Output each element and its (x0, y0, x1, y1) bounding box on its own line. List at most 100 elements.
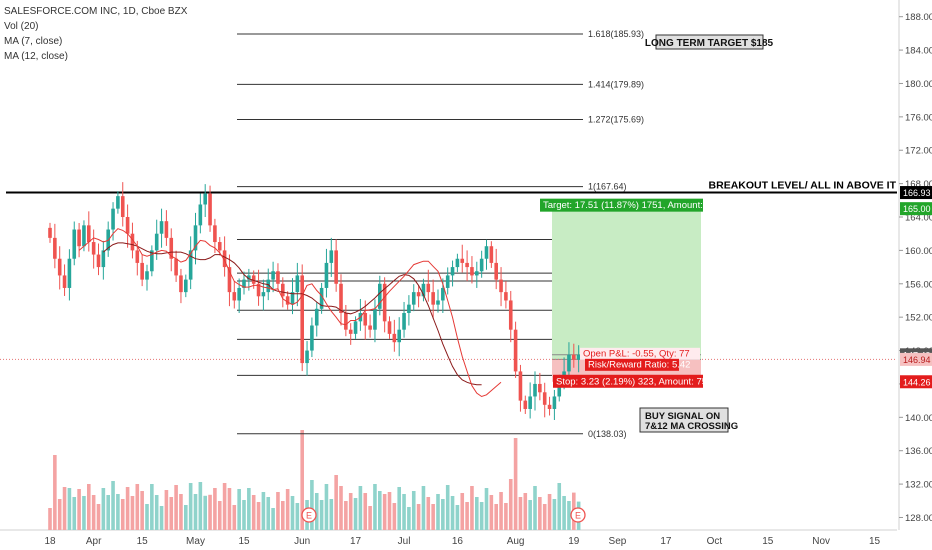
candle-body[interactable] (479, 258, 484, 272)
target-zone[interactable] (552, 208, 701, 360)
candle-body[interactable] (416, 292, 421, 297)
candle-body[interactable] (436, 300, 440, 305)
candle-body[interactable] (130, 233, 135, 251)
candle-body[interactable] (145, 271, 149, 280)
entry-price-label[interactable]: 146.94 (903, 355, 931, 365)
candle-body[interactable] (125, 217, 130, 234)
legend-ma-slow[interactable]: MA (12, close) (4, 51, 68, 62)
candle-body[interactable] (62, 275, 67, 288)
candle-body[interactable] (285, 296, 290, 305)
ma-slow-line[interactable] (102, 242, 482, 386)
candle-body[interactable] (140, 262, 144, 280)
candle-body[interactable] (217, 242, 222, 251)
candle-body[interactable] (305, 350, 309, 364)
candle-body[interactable] (567, 354, 571, 372)
candle-body[interactable] (67, 258, 72, 288)
candle-body[interactable] (348, 329, 353, 334)
candle-body[interactable] (547, 404, 552, 409)
candle-body[interactable] (528, 396, 532, 409)
candle-body[interactable] (523, 400, 528, 409)
candle-body[interactable] (290, 292, 295, 305)
stop-label[interactable]: Stop: 3.23 (2.19%) 323, Amount: 751.29 (556, 376, 726, 387)
candle-body[interactable] (431, 292, 435, 305)
legend-volume[interactable]: Vol (20) (4, 21, 39, 32)
candle-body[interactable] (237, 287, 241, 301)
candle-body[interactable] (378, 283, 382, 309)
candle-body[interactable] (169, 237, 174, 259)
candle-body[interactable] (518, 371, 523, 401)
candle-body[interactable] (295, 275, 300, 293)
candle-body[interactable] (392, 333, 397, 343)
candle-body[interactable] (242, 279, 246, 288)
candle-body[interactable] (174, 258, 178, 276)
candle-body[interactable] (116, 196, 120, 209)
earnings-marker-icon[interactable] (301, 507, 317, 523)
candle-body[interactable] (227, 267, 232, 293)
target-price-label[interactable]: 165.00 (903, 204, 931, 214)
candle-body[interactable] (445, 275, 450, 288)
candle-body[interactable] (300, 275, 304, 364)
target-label[interactable]: Target: 17.51 (11.87%) 1751, Amount: 234… (543, 200, 740, 211)
candle-body[interactable] (208, 193, 212, 226)
candle-body[interactable] (475, 271, 479, 276)
candle-body[interactable] (329, 250, 334, 263)
candle-body[interactable] (96, 254, 101, 268)
candle-body[interactable] (402, 312, 406, 330)
candle-body[interactable] (334, 250, 338, 284)
candle-body[interactable] (576, 354, 581, 360)
candle-body[interactable] (450, 267, 455, 276)
candle-body[interactable] (513, 329, 518, 372)
legend-symbol[interactable]: SALESFORCE.COM INC, 1D, Cboe BZX (4, 6, 188, 17)
candle-body[interactable] (198, 204, 203, 226)
open-pl-label[interactable]: Open P&L: -0.55, Qty: 77 (583, 348, 690, 359)
candle-body[interactable] (373, 308, 377, 330)
candle-body[interactable] (455, 258, 460, 268)
ma-fast-line[interactable] (78, 228, 502, 398)
candle-body[interactable] (266, 279, 271, 293)
candle-body[interactable] (557, 379, 562, 397)
legend-ma-fast[interactable]: MA (7, close) (4, 36, 63, 47)
candle-body[interactable] (53, 237, 57, 259)
breakout-price-label[interactable]: 166.93 (903, 188, 931, 198)
candle-body[interactable] (344, 312, 348, 330)
candle-body[interactable] (179, 275, 183, 293)
candle-body[interactable] (91, 242, 96, 255)
candle-body[interactable] (247, 275, 251, 280)
candle-body[interactable] (159, 221, 164, 234)
candle-body[interactable] (271, 271, 275, 280)
candle-body[interactable] (319, 287, 324, 309)
candle-body[interactable] (363, 312, 368, 326)
candle-body[interactable] (203, 193, 207, 205)
candle-body[interactable] (111, 208, 115, 230)
candle-body[interactable] (251, 275, 256, 284)
candle-body[interactable] (339, 283, 343, 313)
risk-reward-label[interactable]: Risk/Reward Ratio: 5.42 (588, 359, 690, 370)
candle-body[interactable] (368, 325, 372, 330)
candle-body[interactable] (353, 321, 358, 334)
candle-body[interactable] (164, 221, 169, 238)
candle-body[interactable] (533, 383, 537, 397)
candle-body[interactable] (411, 292, 416, 305)
candle-body[interactable] (232, 292, 237, 301)
candle-body[interactable] (82, 225, 86, 247)
candle-body[interactable] (213, 225, 217, 243)
candle-body[interactable] (465, 262, 469, 268)
candle-body[interactable] (470, 267, 474, 276)
candle-body[interactable] (135, 250, 140, 263)
candle-body[interactable] (276, 271, 280, 284)
candle-body[interactable] (184, 279, 188, 293)
candle-body[interactable] (150, 250, 154, 272)
candle-body[interactable] (494, 262, 498, 280)
candle-body[interactable] (542, 392, 547, 405)
candle-body[interactable] (552, 396, 557, 409)
candle-body[interactable] (441, 287, 445, 301)
candle-body[interactable] (120, 196, 125, 218)
candle-body[interactable] (57, 258, 62, 276)
candle-body[interactable] (504, 292, 508, 301)
candle-body[interactable] (261, 292, 266, 297)
candle-body[interactable] (387, 321, 392, 334)
candle-body[interactable] (421, 283, 426, 297)
stop-price-label[interactable]: 144.26 (903, 377, 931, 387)
candle-body[interactable] (193, 225, 198, 251)
